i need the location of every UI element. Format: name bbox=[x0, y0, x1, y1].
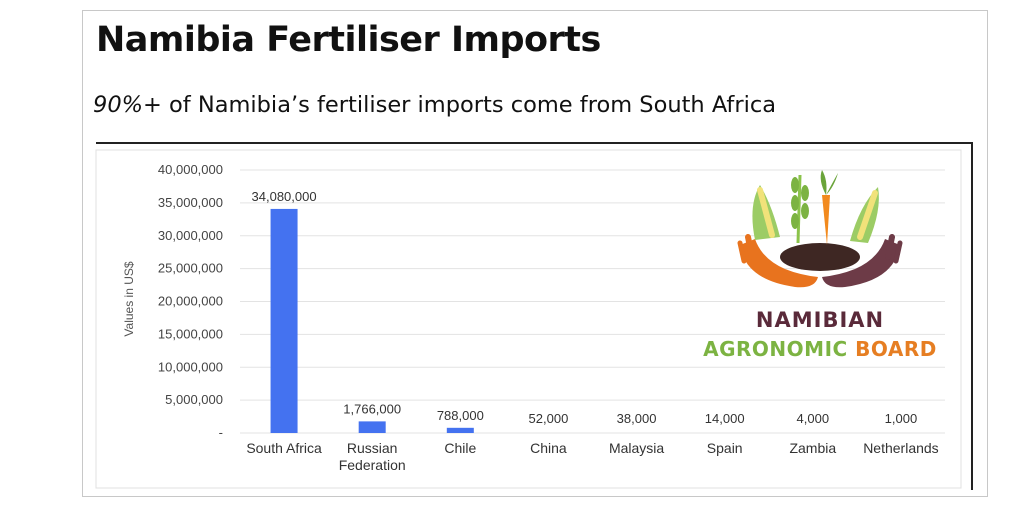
x-tick-label: Russian Federation bbox=[339, 440, 406, 473]
y-tick-label: 35,000,000 bbox=[158, 195, 223, 210]
y-axis-title: Values in US$ bbox=[122, 261, 136, 336]
x-axis-ticks: South Africa Russian Federation Chile China M… bbox=[246, 440, 938, 473]
y-tick-label: - bbox=[219, 425, 223, 440]
y-tick-label: 25,000,000 bbox=[158, 261, 223, 276]
chart-border-top bbox=[96, 142, 973, 144]
data-label: 34,080,000 bbox=[252, 189, 317, 204]
slide-subtitle: 90%+ of Namibia’s fertiliser imports com… bbox=[93, 92, 776, 118]
plot-area-border bbox=[95, 149, 962, 489]
x-tick-label: Spain bbox=[707, 440, 743, 456]
x-tick-label: China bbox=[530, 440, 567, 456]
y-tick-label: 15,000,000 bbox=[158, 326, 223, 341]
x-tick-label: Netherlands bbox=[863, 440, 939, 456]
slide-title: Namibia Fertiliser Imports bbox=[96, 20, 601, 60]
y-tick-label: 30,000,000 bbox=[158, 228, 223, 243]
bar bbox=[358, 421, 386, 433]
y-tick-label: 10,000,000 bbox=[158, 359, 223, 374]
hands-crops-icon bbox=[737, 170, 903, 288]
namibian-agronomic-board-logo: NAMIBIAN AGRONOMIC BOARD bbox=[700, 165, 950, 365]
data-label: 1,766,000 bbox=[343, 401, 401, 416]
x-tick-label: South Africa bbox=[246, 440, 322, 456]
bar bbox=[446, 427, 474, 433]
bar bbox=[270, 208, 298, 433]
x-tick-label: Chile bbox=[444, 440, 476, 456]
logo-word-board: BOARD bbox=[855, 337, 937, 361]
logo-text-line1: NAMIBIAN bbox=[755, 308, 885, 332]
data-label: 1,000 bbox=[885, 411, 918, 426]
subtitle-text: of Namibia’s fertiliser imports come fro… bbox=[161, 92, 776, 118]
chart-border-right bbox=[971, 142, 973, 490]
data-label: 788,000 bbox=[437, 408, 484, 423]
subtitle-emphasis: 90%+ bbox=[93, 92, 162, 118]
x-tick-label: Malaysia bbox=[609, 440, 664, 456]
bars bbox=[270, 208, 474, 433]
data-label: 52,000 bbox=[529, 411, 569, 426]
logo-word-agronomic: AGRONOMIC bbox=[703, 337, 848, 361]
y-tick-label: 5,000,000 bbox=[165, 392, 223, 407]
data-label: 4,000 bbox=[797, 411, 830, 426]
y-axis-ticks: - 5,000,000 10,000,000 15,000,000 20,000,000… bbox=[158, 162, 223, 440]
y-tick-label: 20,000,000 bbox=[158, 294, 223, 309]
y-tick-label: 40,000,000 bbox=[158, 162, 223, 177]
data-labels: 34,080,000 1,766,000 788,000 52,000 38,000 14… bbox=[252, 189, 918, 426]
x-tick-label: Zambia bbox=[789, 440, 836, 456]
data-label: 14,000 bbox=[705, 411, 745, 426]
data-label: 38,000 bbox=[617, 411, 657, 426]
logo-text-line2: AGRONOMIC BOARD bbox=[700, 337, 940, 361]
